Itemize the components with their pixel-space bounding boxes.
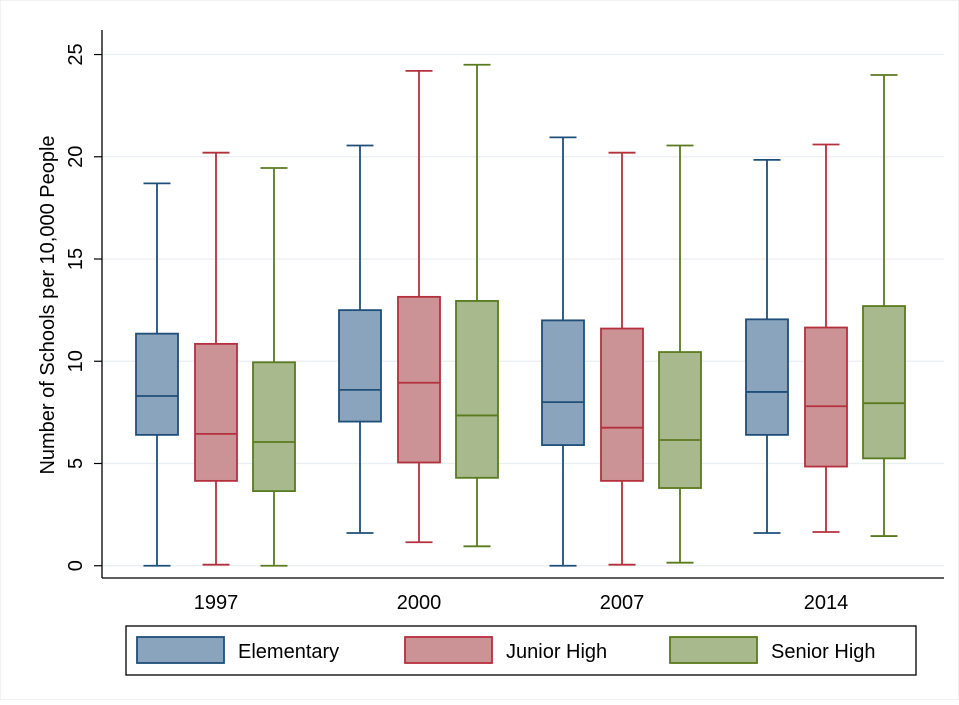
legend-label: Senior High [771,641,876,663]
y-tick-label: 0 [65,560,87,571]
legend-swatch [404,636,493,664]
iqr-box [135,332,179,436]
legend-frame [125,625,917,676]
iqr-box [658,351,702,489]
y-axis-label: Number of Schools per 10,000 People [37,135,59,474]
y-tick-label: 25 [65,43,87,65]
box-senior-high-2007 [658,144,702,564]
x-tick-label: 1997 [194,592,239,614]
box-senior-high-1997 [252,167,296,567]
y-tick-label: 10 [65,350,87,372]
box-junior-high-2007 [600,151,644,566]
iqr-box [397,295,441,464]
box-elementary-2014 [745,158,789,534]
y-tick-label: 20 [65,146,87,168]
box-elementary-2000 [338,144,382,534]
y-tick-label: 5 [65,458,87,469]
box-junior-high-2014 [804,143,848,533]
box-junior-high-2000 [397,69,441,544]
legend-label: Elementary [238,641,339,663]
x-tick-label: 2014 [804,592,849,614]
iqr-box [600,327,644,482]
iqr-box [455,300,499,479]
iqr-box [338,309,382,423]
box-senior-high-2014 [862,74,906,537]
box-senior-high-2000 [455,63,499,548]
box-elementary-1997 [135,182,179,567]
legend-swatch [136,636,225,664]
box-junior-high-1997 [194,151,238,566]
legend-label: Junior High [506,641,607,663]
x-tick-label: 2000 [397,592,442,614]
iqr-box [252,361,296,492]
box-elementary-2007 [541,136,585,567]
legend-swatch [669,636,758,664]
iqr-box [541,319,585,446]
y-tick-label: 15 [65,248,87,270]
x-tick-label: 2007 [600,592,645,614]
iqr-box [745,318,789,436]
legend: Elementary Junior High Senior High [125,625,917,676]
iqr-box [862,305,906,460]
iqr-box [804,326,848,468]
iqr-box [194,342,238,482]
